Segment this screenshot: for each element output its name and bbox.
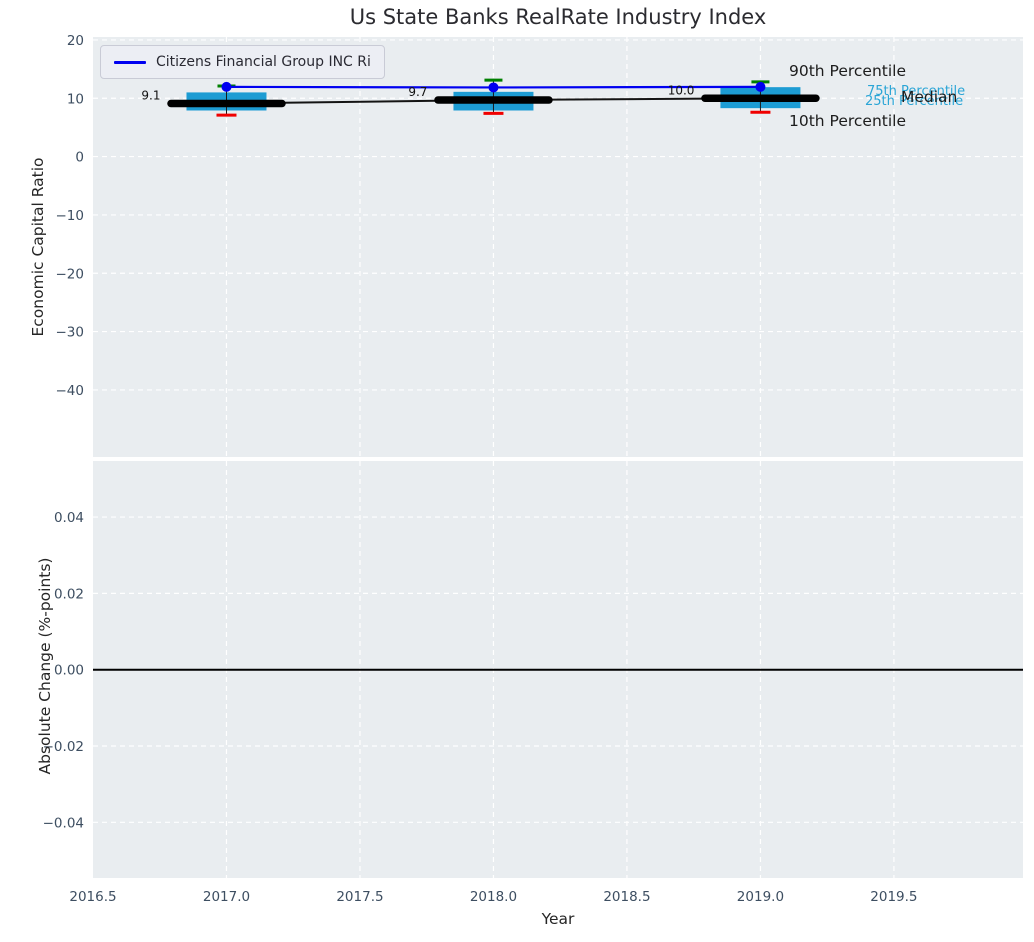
- x-tick-label: 2019.5: [870, 889, 917, 905]
- bottom-y-axis-label: Absolute Change (%-points): [36, 557, 54, 775]
- y-tick-label-top: −30: [56, 325, 85, 341]
- x-tick-label: 2016.5: [69, 889, 116, 905]
- x-tick-label: 2018.0: [470, 889, 517, 905]
- y-tick-label-top: −40: [56, 383, 85, 399]
- x-tick-label: 2018.5: [603, 889, 650, 905]
- annotation-75th-percentile: 75th Percentile: [867, 84, 966, 99]
- y-tick-label-top: −10: [56, 208, 85, 224]
- y-tick-label-top: 10: [67, 91, 84, 107]
- y-tick-label-bottom: −0.04: [43, 815, 84, 831]
- legend: Citizens Financial Group INC Ri: [100, 45, 385, 79]
- annotation-median: Median: [901, 88, 958, 106]
- y-tick-label-bottom: 0.00: [54, 663, 84, 679]
- x-axis-label: Year: [541, 910, 575, 928]
- annotation-90th-percentile: 90th Percentile: [789, 62, 907, 80]
- bottom-axes: [93, 461, 1023, 878]
- x-tick-label: 2017.5: [336, 889, 383, 905]
- top-y-axis-label: Economic Capital Ratio: [29, 157, 47, 337]
- y-tick-label-top: −20: [56, 266, 85, 282]
- legend-line-sample: [114, 60, 146, 64]
- y-tick-label-bottom: 0.04: [54, 510, 84, 526]
- chart-title: Us State Banks RealRate Industry Index: [349, 5, 767, 29]
- y-tick-label-bottom: 0.02: [54, 586, 84, 602]
- x-tick-label: 2019.0: [737, 889, 784, 905]
- legend-label: Citizens Financial Group INC Ri: [156, 54, 371, 70]
- annotation-10th-percentile: 10th Percentile: [789, 112, 907, 130]
- y-tick-label-top: 0: [75, 150, 84, 166]
- x-tick-label: 2017.0: [203, 889, 250, 905]
- y-tick-label-top: 20: [67, 33, 84, 49]
